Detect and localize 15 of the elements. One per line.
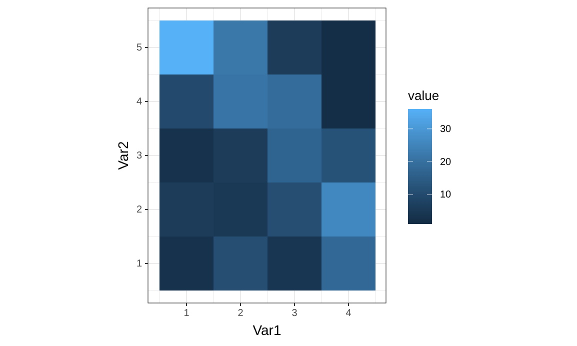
color-bar-label: 10 [440, 190, 452, 201]
color-bar-title: value [408, 88, 440, 103]
y-tick-label: 2 [136, 204, 142, 216]
x-tick-label: 4 [346, 308, 352, 320]
color-bar-label: 20 [440, 156, 452, 168]
y-tick-label: 3 [136, 150, 142, 162]
y-tick-label: 5 [136, 42, 142, 54]
y-axis-title: Var2 [115, 141, 131, 170]
y-tick-label: 1 [136, 258, 142, 270]
x-axis-title: Var1 [252, 322, 282, 338]
color-bar-label: 30 [440, 124, 452, 135]
x-tick-label: 2 [238, 308, 244, 320]
y-tick-label: 4 [136, 96, 142, 108]
x-tick-label: 1 [184, 308, 190, 320]
x-tick-label: 3 [292, 308, 298, 320]
